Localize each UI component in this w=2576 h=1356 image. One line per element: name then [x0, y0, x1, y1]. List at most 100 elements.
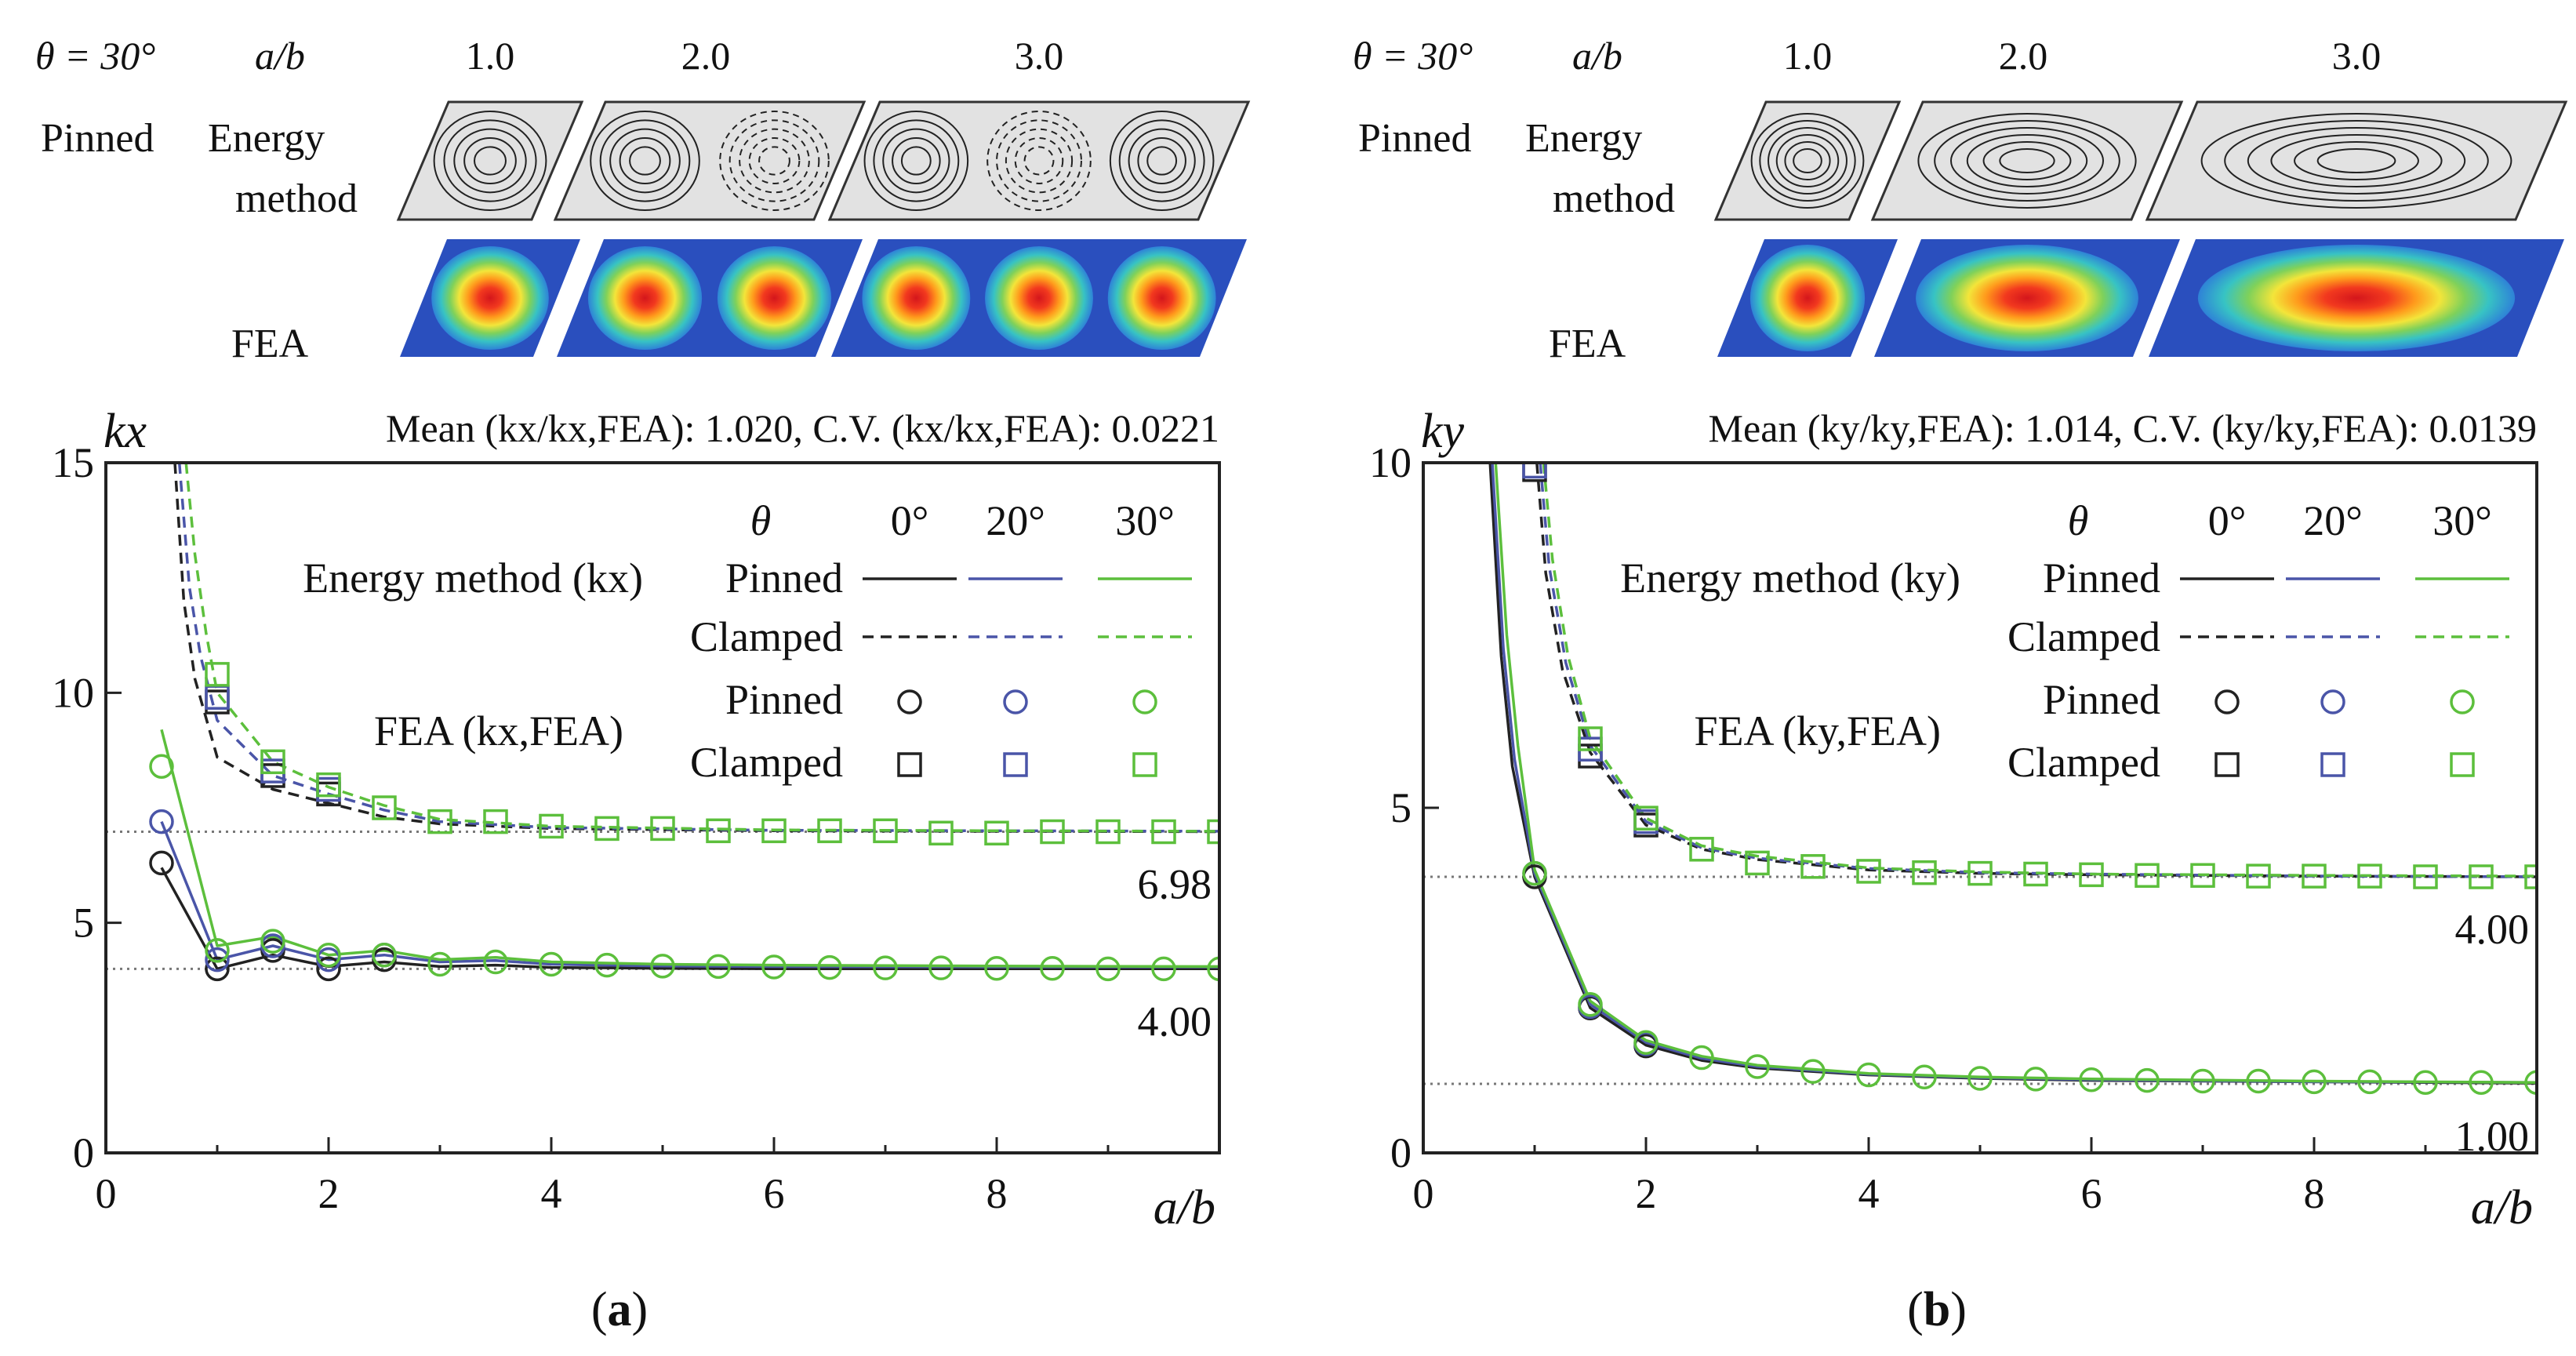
data-point-circle: [149, 809, 174, 834]
energy-contour: [1109, 111, 1215, 211]
fea-mode-shape-1: [1717, 239, 1898, 357]
data-point-circle: [260, 929, 285, 954]
data-point-square: [1745, 850, 1770, 876]
row-label-pinned: Pinned: [1358, 116, 1471, 161]
ab-column-value: 3.0: [1015, 34, 1064, 78]
ab-header-label: a/b: [255, 34, 305, 78]
row-label-method: method: [1553, 176, 1675, 221]
energy-contour: [1759, 120, 1856, 202]
energy-contour: [1982, 141, 2072, 180]
data-point-circle: [2357, 1069, 2382, 1095]
data-point-circle: [2302, 1069, 2327, 1095]
data-point-circle: [2190, 1068, 2215, 1094]
energy-contour: [1949, 127, 2105, 194]
energy-contour: [2247, 127, 2466, 194]
data-point-square: [316, 772, 341, 798]
data-point-square: [483, 809, 508, 834]
energy-mode-shape-3: [2145, 100, 2568, 221]
energy-contour: [900, 146, 932, 176]
legend: θ 0° 20° 30° Energy method (kx) Pinned Clamped…: [303, 497, 1192, 786]
data-point-circle: [2413, 1070, 2438, 1095]
x-tick-label: 2: [318, 1170, 340, 1217]
data-point-square: [2357, 863, 2382, 889]
data-point-circle: [706, 954, 731, 980]
chart-title-mean-cv: Mean (kx/kx,FEA): 1.020, C.V. (kx/kx,FEA…: [386, 406, 1219, 450]
x-tick-label: 8: [986, 1170, 1008, 1217]
x-tick-label: 6: [764, 1170, 785, 1217]
data-point-circle: [928, 955, 954, 980]
energy-contour: [590, 111, 700, 211]
legend-energy-label: Energy method (ky): [1620, 554, 1960, 602]
fea-mode-shape-3: [2149, 239, 2564, 357]
data-point-square: [2302, 863, 2327, 889]
energy-contour: [739, 128, 810, 194]
panel-label-letter: a: [608, 1283, 632, 1336]
data-point-square: [2079, 862, 2104, 888]
legend-theta-header: θ: [2068, 497, 2089, 544]
data-point-square: [1967, 860, 1993, 886]
energy-contour: [2224, 120, 2489, 202]
energy-contour: [443, 119, 537, 202]
energy-contour: [609, 128, 681, 194]
plate-outline: [2145, 100, 2568, 221]
x-tick-label: 8: [2304, 1170, 2325, 1217]
legend-swatch-circle: [2450, 689, 2475, 714]
fea-mode-shape-3: [831, 239, 1247, 357]
y-tick-label: 0: [73, 1129, 94, 1176]
ab-column-value: 3.0: [2332, 34, 2382, 78]
data-point-square: [2524, 864, 2537, 889]
energy-contour: [1999, 148, 2055, 173]
legend-pinned-energy: Pinned: [2043, 554, 2160, 602]
data-point-square: [1633, 805, 1659, 831]
energy-contour: [2270, 134, 2443, 187]
data-point-circle: [483, 949, 508, 975]
panel-label: (b): [1907, 1283, 1967, 1336]
ab-column-value: 2.0: [681, 34, 731, 78]
fea-contour-blob: [587, 246, 703, 350]
y-tick-label: 5: [1390, 784, 1412, 831]
row-label-energy: Energy: [1525, 116, 1642, 161]
ab-column-value: 1.0: [1783, 34, 1833, 78]
legend-swatch-square: [2214, 752, 2240, 777]
data-point-circle: [1800, 1059, 1826, 1084]
data-point-circle: [1578, 992, 1603, 1017]
energy-contour: [719, 111, 830, 211]
energy-contour: [1917, 113, 2137, 209]
energy-contour: [1128, 128, 1196, 194]
y-tick-label: 15: [52, 439, 94, 486]
data-point-square: [1522, 463, 1547, 479]
energy-contour: [863, 111, 969, 211]
energy-mode-shape-1: [1713, 100, 1902, 221]
plot-frame: [1422, 461, 2538, 1154]
y-tick-label: 10: [1369, 439, 1412, 486]
plate-outline: [1870, 100, 2184, 221]
energy-mode-shape-1: [396, 100, 584, 221]
row-label-energy: Energy: [208, 116, 325, 161]
energy-contour: [1118, 119, 1205, 202]
plot-area: [106, 463, 1219, 982]
row-label-pinned: Pinned: [41, 116, 154, 161]
data-point-square: [1040, 819, 1065, 845]
data-point-circle: [984, 955, 1009, 981]
theta-header-label: θ = 30°: [1353, 34, 1473, 78]
legend-pinned-energy: Pinned: [725, 554, 843, 602]
data-point-circle: [205, 947, 230, 972]
data-point-circle: [1207, 956, 1219, 982]
energy-contour: [619, 137, 671, 184]
energy-contour: [1005, 128, 1074, 194]
x-axis-label: a/b: [1154, 1181, 1215, 1234]
y-axis-label: kx: [104, 405, 147, 458]
fea-contour-blob: [1107, 246, 1216, 350]
energy-contour: [1966, 134, 2088, 187]
legend-fea-label: FEA (ky,FEA): [1694, 707, 1941, 754]
data-point-circle: [761, 954, 787, 980]
y-tick-label: 10: [52, 669, 94, 716]
y-tick-label: 5: [73, 900, 94, 947]
plate-outline: [553, 100, 867, 221]
data-point-square: [706, 818, 731, 844]
ab-column-value: 1.0: [466, 34, 515, 78]
x-tick-label: 2: [1636, 1170, 1657, 1217]
data-point-square: [1689, 837, 1714, 862]
legend-angle-label: 30°: [1115, 497, 1175, 544]
data-point-square: [2246, 863, 2271, 889]
